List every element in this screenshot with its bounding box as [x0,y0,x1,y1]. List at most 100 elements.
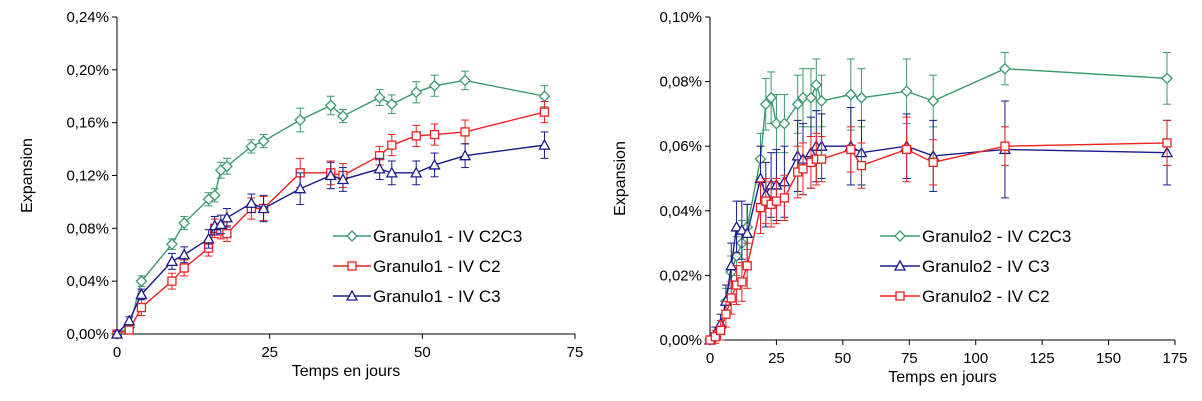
y-tick-label: 0,10% [659,9,702,26]
y-axis-label: Expansion [19,138,36,213]
x-tick-label: 50 [414,344,431,361]
data-point [855,91,868,104]
data-point [755,202,766,213]
data-point [167,276,177,286]
data-point [721,309,731,319]
data-point [294,114,307,126]
data-point [844,88,857,101]
data-point [779,193,790,203]
series-2 [703,100,1174,345]
legend-entry: Granulo2 - IV C2 [880,287,1050,306]
x-tick-label: 75 [901,350,918,367]
series-3 [110,131,551,339]
data-point [791,98,804,111]
y-tick-label: 0,06% [659,138,702,155]
x-tick-label: 125 [1030,350,1055,367]
data-point [846,144,856,155]
data-point [136,302,147,313]
x-axis-label: Temps en jours [888,369,997,386]
legend-entry: Granulo1 - IV C2C3 [333,227,522,246]
data-point [178,217,191,229]
data-point [428,79,441,92]
data-point [123,314,136,326]
data-point [202,232,215,244]
x-axis-label: Temps en jours [292,363,401,380]
data-point [214,218,227,230]
y-tick-label: 0,20% [66,62,109,79]
data-point [815,95,828,107]
data-point [135,288,148,300]
data-point [742,261,752,271]
data-point [373,91,386,104]
x-tick-label: 0 [113,344,121,361]
x-tick-label: 25 [768,350,785,367]
data-point [294,182,307,194]
legend-entry: Granulo2 - IV C3 [880,257,1050,276]
data-point [460,127,470,137]
data-point [798,164,808,174]
legend-marker [346,230,358,242]
legend-entry: Granulo1 - IV C3 [333,287,501,306]
chart-1: 0,00% 0,04% 0,08% 0,12% 0,16% 0,20% 0,24% 0 25 50… [19,9,583,380]
data-point [1000,141,1010,151]
legend-label: Granulo2 - IV C3 [922,257,1050,276]
x-tick-label: 0 [706,350,714,367]
data-point [385,98,398,111]
data-point [179,263,189,273]
data-point [765,91,778,104]
data-point [166,238,178,251]
data-point [737,277,747,287]
data-point [539,107,550,117]
data-point [459,74,471,87]
data-point [245,196,258,208]
legend-entry: Granulo2 - IV C2C3 [880,227,1071,246]
data-point [1161,72,1173,85]
data-point [715,325,726,335]
legend-marker [345,289,359,301]
data-point [336,173,350,185]
y-tick-label: 0,04% [659,203,702,220]
data-point [135,275,148,288]
legend-label: Granulo1 - IV C2C3 [373,227,522,246]
data-point [165,255,179,267]
data-point [410,166,423,178]
data-point [208,189,221,202]
x-tick-label: 75 [567,344,584,361]
data-point [245,140,258,153]
data-point [458,149,472,161]
legend-label: Granulo2 - IV C2 [922,287,1050,306]
data-point [816,154,827,164]
x-tick-label: 175 [1162,350,1187,367]
y-tick-label: 0,08% [659,74,702,91]
y-tick-label: 0,24% [66,9,109,26]
legend-label: Granulo2 - IV C2C3 [922,227,1071,246]
y-tick-label: 0,00% [66,326,109,343]
data-point [1162,138,1172,148]
data-point [771,196,782,206]
data-point [429,129,440,140]
legend-marker [894,230,906,242]
chart-2: 0,00% 0,02% 0,04% 0,06% 0,08% 0,10% 0 25 50 75 100… [612,9,1188,386]
y-tick-label: 0,08% [66,220,109,237]
legend-entry: Granulo1 - IV C2 [333,257,501,276]
data-point [770,117,783,130]
data-point [178,248,191,260]
data-point [220,211,234,223]
data-point [730,220,743,232]
data-point [927,95,940,107]
data-point [726,293,736,303]
x-tick-label: 25 [261,344,278,361]
data-point [411,131,421,141]
y-tick-label: 0,00% [659,332,702,349]
y-axis-label: Expansion [612,141,629,216]
legend-marker [347,261,357,271]
data-point [810,78,823,91]
data-point [385,166,398,178]
data-point [797,91,809,104]
data-point [778,117,791,130]
data-point [538,90,551,103]
data-point [110,327,124,339]
data-point [373,162,386,174]
data-point [741,227,754,239]
